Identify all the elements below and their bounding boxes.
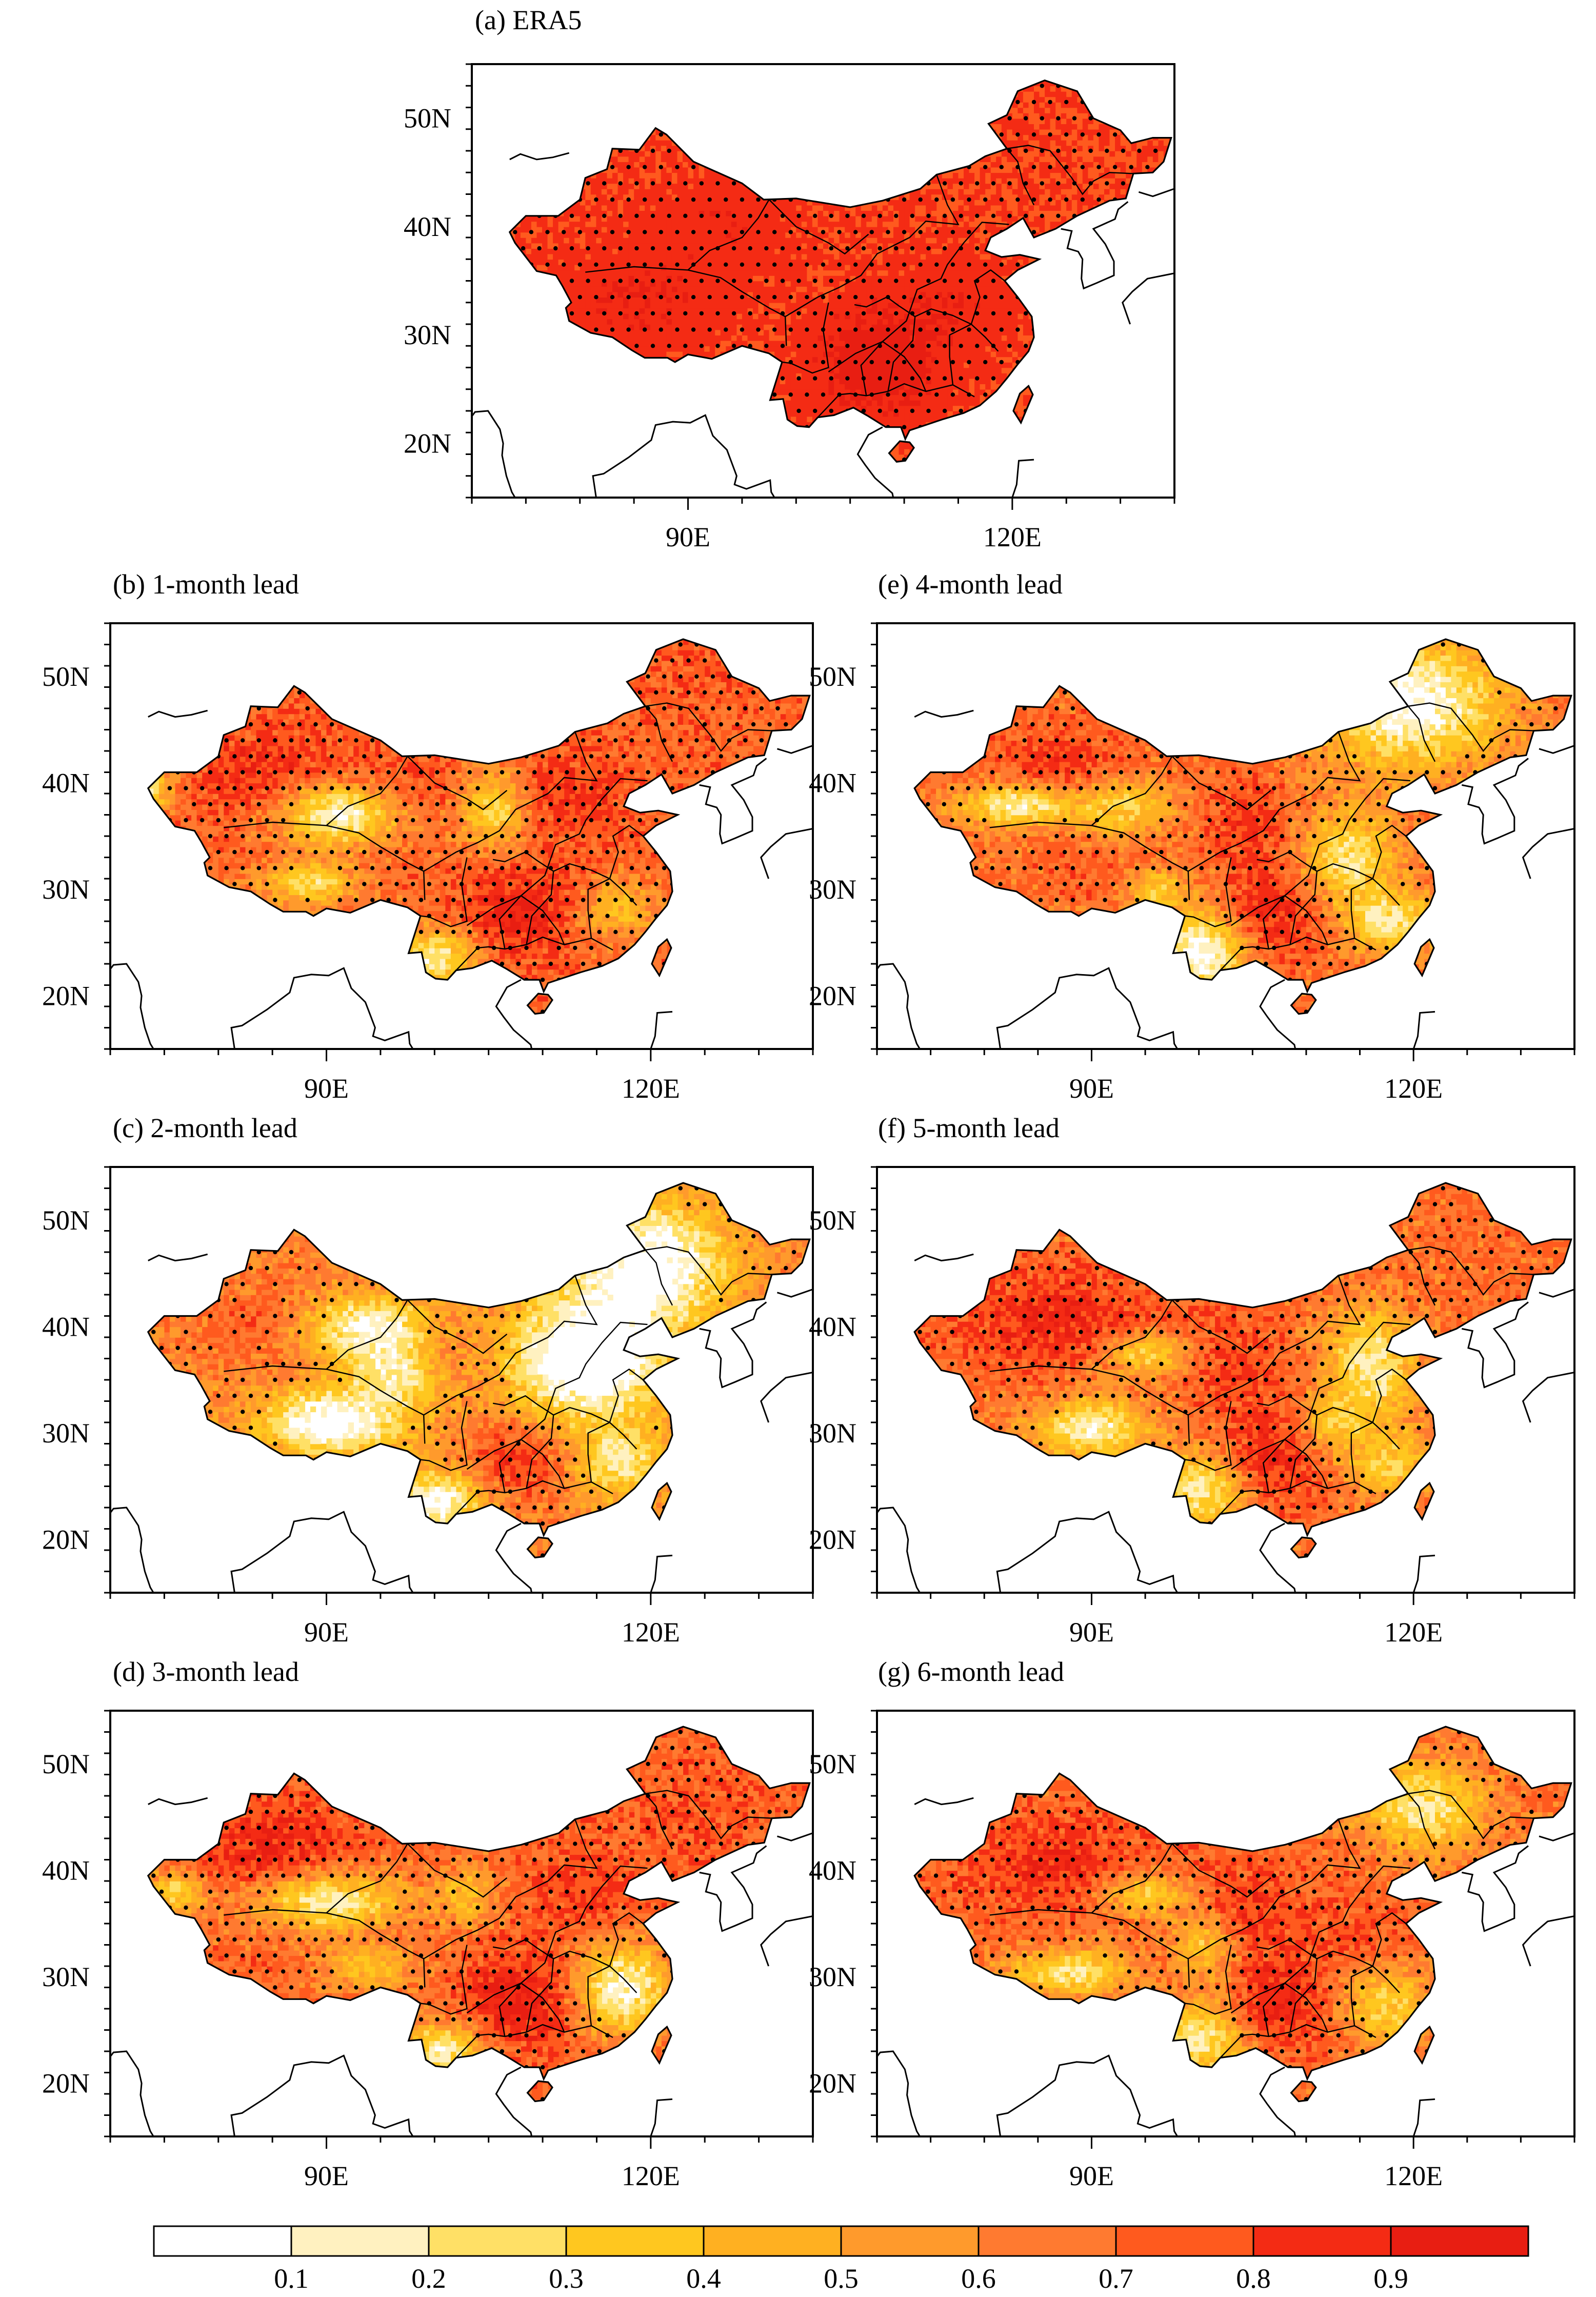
y-tick-label: 30N — [42, 874, 90, 905]
y-tick-label: 50N — [404, 103, 451, 134]
x-tick-label: 120E — [1384, 2161, 1443, 2191]
colorbar-label: 0.6 — [961, 2263, 996, 2294]
y-tick-label: 50N — [809, 1205, 856, 1236]
y-tick-label: 30N — [42, 1418, 90, 1449]
y-tick-label: 20N — [42, 2068, 90, 2098]
y-tick-label: 50N — [42, 661, 90, 692]
y-tick-label: 40N — [809, 1311, 856, 1342]
x-tick-label: 120E — [983, 522, 1042, 552]
colorbar-label: 0.2 — [411, 2263, 446, 2294]
y-tick-label: 50N — [42, 1205, 90, 1236]
panel-2-month-lead: (c) 2-month lead 20N 30N 40N 50N 90E 120E — [103, 1108, 846, 1647]
colorbar-swatch — [1253, 2226, 1391, 2256]
y-tick-label: 40N — [42, 767, 90, 798]
y-tick-label: 20N — [809, 980, 856, 1011]
panel-3-month-lead: (d) 3-month lead 20N 30N 40N 50N 90E 120E — [103, 1652, 846, 2190]
y-tick-label: 30N — [809, 874, 856, 905]
y-tick-label: 20N — [809, 1524, 856, 1555]
x-tick-label: 90E — [1069, 1617, 1114, 1648]
colorbar-label: 0.5 — [824, 2263, 859, 2294]
x-tick-label: 90E — [304, 1073, 349, 1104]
colorbar-swatch — [291, 2226, 429, 2256]
colorbar-swatch — [841, 2226, 979, 2256]
y-tick-label: 40N — [809, 1855, 856, 1886]
panel-1-month-lead: (b) 1-month lead 20N 30N 40N 50N 90E 120E — [103, 564, 846, 1103]
y-tick-label: 20N — [42, 980, 90, 1011]
y-tick-label: 20N — [404, 428, 451, 459]
colorbar-label: 0.1 — [274, 2263, 309, 2294]
colorbar-swatch — [566, 2226, 704, 2256]
y-tick-label: 30N — [42, 1962, 90, 1992]
colorbar-label: 0.9 — [1373, 2263, 1408, 2294]
x-tick-label: 90E — [1069, 1073, 1114, 1104]
x-tick-label: 120E — [1384, 1073, 1443, 1104]
y-tick-label: 30N — [809, 1962, 856, 1992]
y-tick-label: 30N — [404, 320, 451, 350]
panel-4-month-lead: (e) 4-month lead 20N 30N 40N 50N 90E 120E — [872, 564, 1590, 1103]
colorbar-swatch — [979, 2226, 1116, 2256]
colorbar-swatch — [1391, 2226, 1528, 2256]
colorbar-swatch — [429, 2226, 566, 2256]
colorbar: 0.1 0.2 0.3 0.4 0.5 0.6 0.7 0.8 0.9 — [149, 2221, 1544, 2297]
panel-era5: (a) ERA5 20N 30N 40N 50N 90E 120E — [472, 0, 1241, 539]
y-tick-label: 20N — [42, 1524, 90, 1555]
x-tick-label: 90E — [304, 2161, 349, 2191]
y-tick-label: 50N — [809, 1749, 856, 1779]
y-tick-label: 40N — [404, 211, 451, 242]
x-tick-label: 120E — [1384, 1617, 1443, 1648]
x-tick-label: 120E — [622, 1617, 680, 1648]
colorbar-label: 0.7 — [1099, 2263, 1133, 2294]
panel-5-month-lead: (f) 5-month lead 20N 30N 40N 50N 90E 120E — [872, 1108, 1590, 1647]
y-tick-label: 30N — [809, 1418, 856, 1449]
y-tick-label: 20N — [809, 2068, 856, 2098]
x-tick-label: 120E — [622, 1073, 680, 1104]
x-tick-label: 90E — [304, 1617, 349, 1648]
colorbar-swatch — [154, 2226, 291, 2256]
y-tick-label: 50N — [42, 1749, 90, 1779]
y-tick-label: 40N — [42, 1311, 90, 1342]
y-tick-label: 50N — [809, 661, 856, 692]
x-tick-label: 90E — [666, 522, 710, 552]
x-tick-label: 120E — [622, 2161, 680, 2191]
colorbar-swatch — [1116, 2226, 1253, 2256]
y-tick-label: 40N — [809, 767, 856, 798]
y-tick-label: 40N — [42, 1855, 90, 1886]
colorbar-label: 0.4 — [686, 2263, 721, 2294]
panel-6-month-lead: (g) 6-month lead 20N 30N 40N 50N 90E 120E — [872, 1652, 1590, 2190]
colorbar-swatch — [704, 2226, 841, 2256]
x-tick-label: 90E — [1069, 2161, 1114, 2191]
colorbar-label: 0.3 — [549, 2263, 584, 2294]
colorbar-label: 0.8 — [1236, 2263, 1271, 2294]
